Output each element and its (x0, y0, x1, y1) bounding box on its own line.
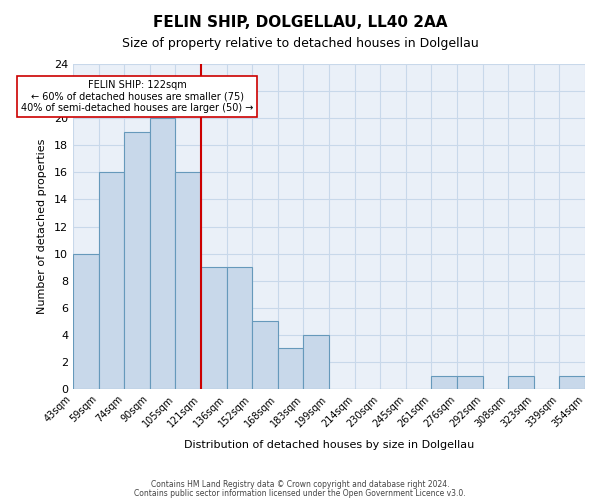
Y-axis label: Number of detached properties: Number of detached properties (37, 139, 47, 314)
Bar (431, 376, 457, 389)
Bar (278, 348, 304, 389)
Bar (559, 376, 585, 389)
Bar (124, 132, 150, 389)
Bar (201, 267, 227, 389)
Bar (175, 172, 201, 389)
Bar (73, 254, 98, 389)
Bar (252, 322, 278, 389)
Bar (227, 267, 252, 389)
Bar (150, 118, 175, 389)
Bar (98, 172, 124, 389)
Text: Contains public sector information licensed under the Open Government Licence v3: Contains public sector information licen… (134, 488, 466, 498)
Text: FELIN SHIP: 122sqm
← 60% of detached houses are smaller (75)
40% of semi-detache: FELIN SHIP: 122sqm ← 60% of detached hou… (21, 80, 253, 114)
Bar (457, 376, 482, 389)
Text: Size of property relative to detached houses in Dolgellau: Size of property relative to detached ho… (122, 38, 478, 51)
Bar (508, 376, 534, 389)
X-axis label: Distribution of detached houses by size in Dolgellau: Distribution of detached houses by size … (184, 440, 474, 450)
Text: FELIN SHIP, DOLGELLAU, LL40 2AA: FELIN SHIP, DOLGELLAU, LL40 2AA (153, 15, 447, 30)
Text: Contains HM Land Registry data © Crown copyright and database right 2024.: Contains HM Land Registry data © Crown c… (151, 480, 449, 489)
Bar (304, 335, 329, 389)
